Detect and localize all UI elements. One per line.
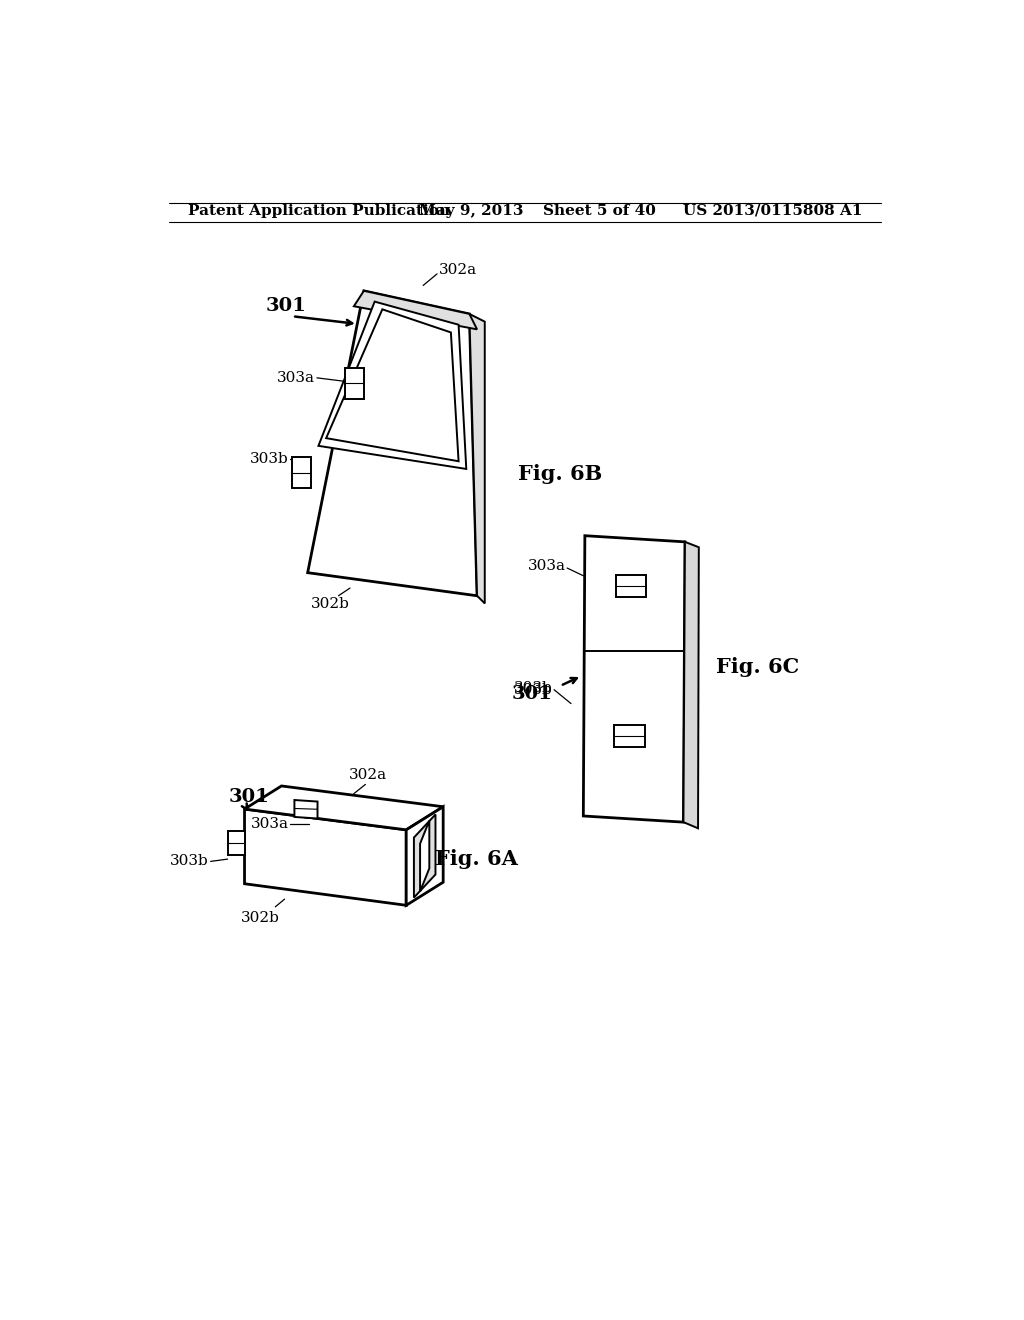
Text: Fig. 6C: Fig. 6C [716,656,799,677]
Text: 303b: 303b [170,854,209,869]
Text: Sheet 5 of 40: Sheet 5 of 40 [543,203,655,218]
Polygon shape [292,457,310,488]
Polygon shape [414,814,435,898]
Polygon shape [227,830,245,855]
Polygon shape [295,800,317,818]
Text: 303a: 303a [278,371,315,385]
Text: 303b: 303b [514,681,553,696]
Polygon shape [615,576,646,597]
Polygon shape [245,809,407,906]
Text: Fig. 6A: Fig. 6A [435,849,517,869]
Text: 302b: 302b [241,911,280,925]
Polygon shape [318,302,466,469]
Text: 301: 301 [512,685,553,702]
Polygon shape [354,290,477,330]
Text: Patent Application Publication: Patent Application Publication [188,203,451,218]
Text: 302b: 302b [311,598,350,611]
Text: 303b: 303b [514,682,553,697]
Text: 303a: 303a [251,817,289,830]
Text: 301: 301 [229,788,270,807]
Polygon shape [469,314,484,603]
Text: 301: 301 [265,297,306,315]
Polygon shape [614,725,645,747]
Text: 303b: 303b [250,451,289,466]
Polygon shape [307,290,477,595]
Text: 302a: 302a [348,768,387,781]
Text: 302a: 302a [438,263,477,277]
Text: Fig. 6B: Fig. 6B [518,465,602,484]
Polygon shape [345,368,364,399]
Text: May 9, 2013: May 9, 2013 [419,203,524,218]
Polygon shape [420,821,429,891]
Polygon shape [407,807,443,906]
Text: US 2013/0115808 A1: US 2013/0115808 A1 [683,203,863,218]
Polygon shape [683,543,698,829]
Text: 303a: 303a [527,560,565,573]
Polygon shape [584,536,685,822]
Polygon shape [326,309,459,461]
Polygon shape [245,785,443,830]
